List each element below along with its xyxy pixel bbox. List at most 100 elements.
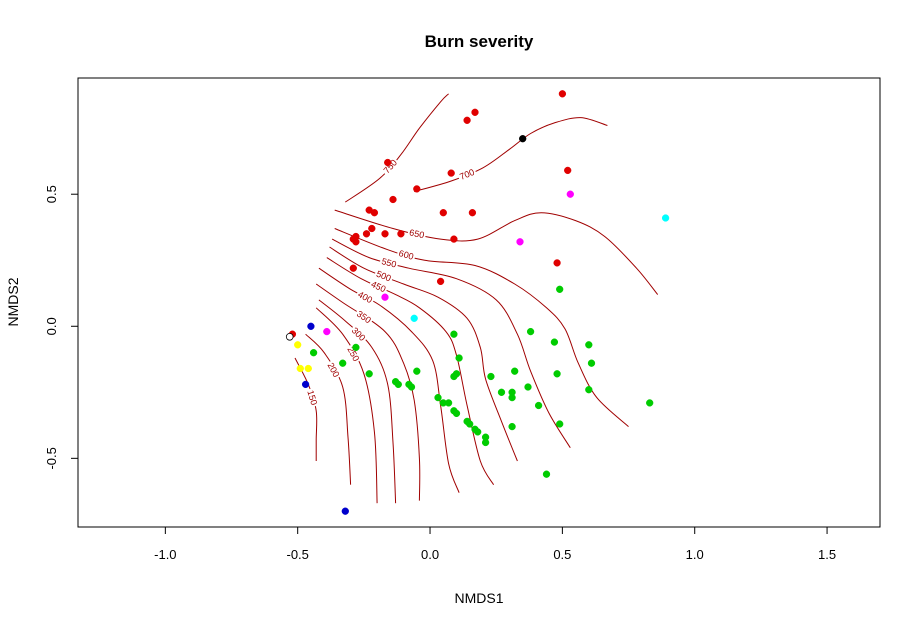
- data-point-green: [585, 386, 593, 394]
- contour-label-bg: [456, 166, 478, 183]
- contour-label-bg: [373, 268, 394, 285]
- data-point-red: [450, 235, 458, 243]
- contour-label-650: 650: [408, 227, 425, 240]
- contour-label-bg: [348, 324, 369, 345]
- data-point-green: [526, 327, 535, 336]
- y-tick-label: -0.5: [44, 447, 59, 469]
- data-point-red: [381, 230, 389, 238]
- data-point-green: [455, 354, 463, 362]
- data-point-green: [452, 409, 461, 418]
- data-point-green: [413, 367, 421, 375]
- contour-label-bg: [396, 247, 417, 263]
- contour-line-350: [315, 283, 421, 501]
- contour-label-bg: [324, 359, 343, 381]
- x-axis-label: NMDS1: [454, 590, 503, 606]
- x-tick-label: 1.5: [818, 547, 836, 562]
- data-point-green: [553, 370, 561, 378]
- contour-label-bg: [406, 226, 427, 241]
- data-point-magenta: [323, 327, 331, 336]
- y-tick-label: 0.5: [44, 185, 59, 203]
- contour-line-450: [326, 257, 495, 485]
- x-tick-label: -1.0: [154, 547, 176, 562]
- y-axis-label: NMDS2: [5, 277, 21, 326]
- data-point-cyan: [410, 314, 418, 322]
- data-points: [285, 90, 670, 515]
- data-point-magenta: [566, 190, 574, 198]
- data-point-blue: [301, 380, 310, 389]
- data-point-green: [474, 428, 482, 436]
- data-point-magenta: [516, 238, 524, 246]
- contour-line-650: [334, 209, 659, 295]
- data-point-green: [542, 470, 551, 478]
- x-tick-label: 1.0: [686, 547, 704, 562]
- data-point-black: [519, 135, 527, 143]
- contour-line-400: [318, 267, 460, 493]
- data-point-yellow: [294, 341, 302, 349]
- data-point-green: [444, 399, 453, 407]
- contour-label-bg: [304, 387, 320, 408]
- data-point-red: [362, 230, 371, 238]
- data-point-green: [481, 438, 490, 447]
- data-point-yellow: [296, 364, 304, 373]
- contour-label-bg: [368, 278, 389, 295]
- data-point-red: [368, 224, 376, 233]
- data-point-green: [508, 422, 516, 431]
- contour-line-600: [334, 228, 629, 427]
- data-point-green: [365, 370, 373, 378]
- data-point-red: [471, 108, 479, 116]
- data-point-cyan: [661, 214, 670, 222]
- data-point-green: [394, 380, 402, 389]
- data-point-green: [524, 383, 532, 391]
- axes: -1.0 -0.5 0.0 0.5 1.0 1.5 -0.5 0.0 0.5: [44, 185, 836, 562]
- data-point-green: [466, 420, 474, 428]
- plot-frame: [77, 77, 881, 528]
- contour-line-250: [315, 307, 378, 504]
- data-point-green: [534, 401, 543, 410]
- data-point-green: [487, 372, 495, 381]
- contour-label-150: 150: [305, 389, 319, 406]
- data-point-red: [463, 116, 471, 124]
- contour-line-300: [318, 299, 397, 504]
- data-point-green: [450, 372, 458, 381]
- contour-label-bg: [380, 156, 401, 177]
- x-tick-label: -0.5: [286, 547, 308, 562]
- contour-label-bg: [344, 343, 362, 365]
- data-point-red: [413, 185, 421, 193]
- data-point-green: [550, 338, 559, 346]
- data-point-green: [511, 367, 519, 375]
- data-point-green: [352, 343, 360, 352]
- data-point-red: [389, 195, 397, 204]
- data-point-red: [468, 209, 477, 217]
- data-point-red: [352, 238, 360, 246]
- data-point-red: [370, 209, 379, 217]
- chart-title: Burn severity: [425, 32, 534, 51]
- data-point-green: [450, 330, 458, 338]
- data-point-green: [339, 359, 347, 367]
- x-tick-label: 0.0: [421, 547, 439, 562]
- contour-line-750: [345, 93, 449, 203]
- data-point-red: [384, 158, 392, 167]
- data-point-green: [585, 341, 593, 349]
- contour-label-bg: [353, 307, 375, 327]
- data-point-green: [587, 359, 596, 367]
- x-tick-label: 0.5: [553, 547, 571, 562]
- data-point-green: [646, 399, 654, 407]
- y-tick-label: 0.0: [44, 317, 59, 335]
- data-point-green: [407, 383, 416, 391]
- data-point-green: [497, 388, 506, 396]
- data-point-green: [434, 393, 442, 402]
- data-point-red: [397, 230, 405, 238]
- data-point-green: [556, 420, 564, 428]
- data-point-green: [309, 349, 318, 357]
- data-point-red: [558, 90, 567, 98]
- data-point-red: [436, 277, 445, 286]
- contour-label-bg: [354, 288, 376, 306]
- data-point-red: [349, 264, 357, 272]
- contour-label-550: 550: [380, 256, 397, 270]
- data-point-red: [439, 209, 447, 217]
- data-point-magenta: [381, 293, 389, 301]
- data-point-green: [508, 393, 516, 402]
- data-point-red: [553, 259, 561, 267]
